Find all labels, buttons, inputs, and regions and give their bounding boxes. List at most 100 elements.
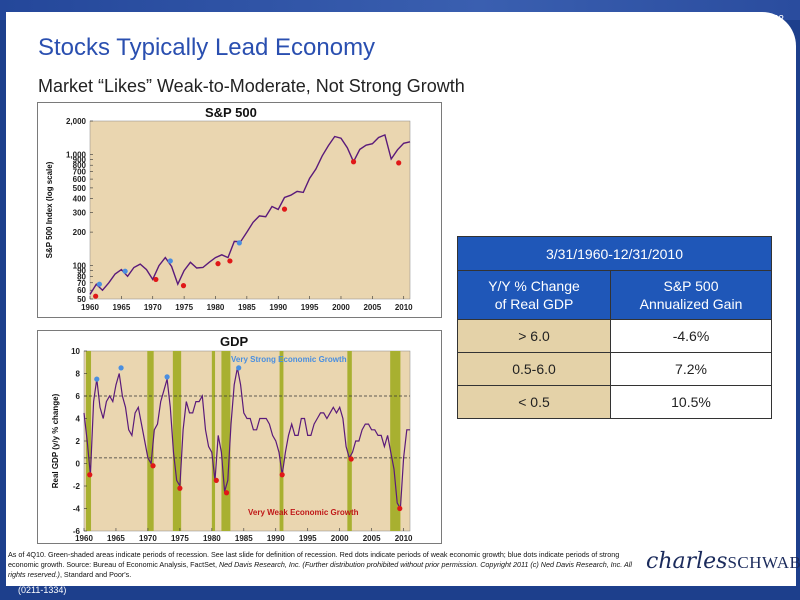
y-tick-label: 800 bbox=[73, 161, 87, 170]
slide-code: (0211-1334) bbox=[18, 585, 67, 595]
x-tick-label: 2005 bbox=[363, 303, 381, 312]
recession-band bbox=[347, 351, 352, 531]
table-row: 0.5-6.0 7.2% bbox=[457, 352, 772, 386]
x-tick-label: 1970 bbox=[139, 534, 157, 543]
strong-growth-dot bbox=[167, 258, 173, 264]
y-tick-label: 6 bbox=[76, 392, 81, 401]
slide-number: 42 bbox=[772, 14, 784, 25]
table-col-gdp-header: Y/Y % Change of Real GDP bbox=[457, 270, 611, 320]
x-tick-label: 1995 bbox=[301, 303, 319, 312]
gdp-chart-title: GDP bbox=[220, 334, 249, 349]
annotation-strong-growth: Very Strong Economic Growth bbox=[231, 355, 347, 364]
weak-growth-dot bbox=[93, 293, 99, 299]
recession-band bbox=[221, 351, 231, 531]
table-cell-gdp: < 0.5 bbox=[457, 385, 611, 419]
weak-growth-dot bbox=[153, 276, 159, 283]
y-tick-label: 500 bbox=[73, 184, 87, 193]
table-row: < 0.5 10.5% bbox=[457, 385, 772, 419]
x-tick-label: 1990 bbox=[269, 303, 287, 312]
strong-growth-dot bbox=[236, 365, 242, 371]
strong-growth-dot bbox=[94, 376, 100, 382]
y-tick-label: 700 bbox=[73, 168, 87, 177]
weak-growth-dot bbox=[396, 160, 402, 166]
strong-growth-dot bbox=[118, 365, 124, 371]
x-tick-label: 1970 bbox=[144, 303, 162, 312]
recession-band bbox=[211, 351, 216, 531]
y-tick-label: 70 bbox=[77, 279, 86, 288]
x-tick-label: 1975 bbox=[175, 303, 193, 312]
y-axis-label: Real GDP (y/y % change) bbox=[51, 393, 60, 488]
annotation-weak-growth: Very Weak Economic Growth bbox=[248, 508, 359, 517]
x-tick-label: 1980 bbox=[203, 534, 221, 543]
y-tick-label: 2,000 bbox=[66, 117, 87, 126]
page-title: Stocks Typically Lead Economy bbox=[38, 34, 376, 61]
table-cell-gain: 10.5% bbox=[610, 385, 772, 419]
strong-growth-dot bbox=[96, 281, 103, 287]
y-tick-label: 50 bbox=[77, 295, 86, 304]
x-tick-label: 1960 bbox=[75, 534, 93, 543]
recession-band bbox=[172, 351, 182, 531]
x-tick-label: 2000 bbox=[331, 534, 349, 543]
y-tick-label: 4 bbox=[76, 415, 81, 424]
weak-growth-dot bbox=[281, 206, 288, 212]
x-tick-label: 1990 bbox=[267, 534, 285, 543]
x-tick-label: 1995 bbox=[299, 534, 317, 543]
y-tick-label: 2 bbox=[76, 437, 81, 446]
x-tick-label: 2010 bbox=[395, 534, 413, 543]
footnote: As of 4Q10. Green-shaded areas indicate … bbox=[8, 550, 632, 579]
gdp-line bbox=[83, 367, 410, 511]
x-tick-label: 1980 bbox=[207, 303, 225, 312]
gdp-chart-frame: GDP 10 8 6 4 2 0 -2 -4 -6 1960 1965 1970 1975 1980 198… bbox=[37, 330, 442, 544]
table-row: > 6.0 -4.6% bbox=[457, 319, 772, 353]
weak-growth-dot bbox=[87, 472, 93, 478]
schwab-logo: charlesSCHWAB bbox=[646, 549, 800, 574]
y-tick-label: 600 bbox=[73, 175, 87, 184]
x-tick-label: 1975 bbox=[171, 534, 189, 543]
weak-growth-dot bbox=[223, 490, 230, 496]
weak-growth-dot bbox=[350, 159, 357, 165]
y-axis-label: S&P 500 Index (log scale) bbox=[45, 161, 54, 258]
gdp-returns-table: 3/31/1960-12/31/2010 Y/Y % Change of Real… bbox=[457, 236, 772, 419]
table-cell-gain: -4.6% bbox=[610, 319, 772, 353]
y-tick-label: 90 bbox=[77, 267, 86, 276]
recession-band bbox=[85, 351, 92, 531]
x-tick-label: 2000 bbox=[332, 303, 350, 312]
strong-growth-dot bbox=[164, 374, 170, 380]
x-tick-label: 2010 bbox=[395, 303, 413, 312]
recession-band bbox=[390, 351, 401, 531]
y-tick-label: 200 bbox=[73, 228, 87, 237]
table-cell-gain: 7.2% bbox=[610, 352, 772, 386]
y-tick-label: -4 bbox=[73, 505, 81, 514]
x-tick-label: 2005 bbox=[363, 534, 381, 543]
x-tick-label: 1960 bbox=[81, 303, 99, 312]
recession-band bbox=[279, 351, 284, 531]
y-tick-label: 10 bbox=[71, 347, 80, 356]
weak-growth-dot bbox=[150, 463, 156, 469]
sp500-chart-title: S&P 500 bbox=[205, 105, 257, 120]
table-cell-gdp: 0.5-6.0 bbox=[457, 352, 611, 386]
strong-growth-dot bbox=[122, 268, 128, 274]
weak-growth-dot bbox=[213, 477, 219, 483]
recession-band bbox=[147, 351, 154, 531]
weak-growth-dot bbox=[279, 472, 285, 478]
weak-growth-dot bbox=[215, 261, 221, 267]
sp500-chart-frame: S&P 500 50 60 70 80 90 100 200 300 400 500 600 700 8… bbox=[37, 102, 442, 318]
table-cell-gdp: > 6.0 bbox=[457, 319, 611, 353]
x-tick-label: 1985 bbox=[235, 534, 253, 543]
plot-area bbox=[83, 350, 411, 532]
sp500-line bbox=[89, 133, 411, 295]
x-tick-label: 1985 bbox=[238, 303, 256, 312]
y-tick-label: 60 bbox=[77, 286, 86, 295]
page-subtitle: Market “Likes” Weak-to-Moderate, Not Str… bbox=[38, 76, 465, 96]
y-tick-label: 0 bbox=[76, 460, 81, 469]
y-tick-label: 80 bbox=[77, 272, 86, 281]
y-tick-label: -6 bbox=[73, 527, 81, 536]
y-tick-label: 8 bbox=[76, 370, 81, 379]
weak-growth-dot bbox=[397, 505, 403, 512]
x-tick-label: 1965 bbox=[107, 534, 125, 543]
x-tick-label: 1965 bbox=[112, 303, 130, 312]
y-tick-label: 100 bbox=[73, 262, 87, 271]
y-tick-label: 400 bbox=[73, 195, 87, 204]
y-tick-label: 300 bbox=[73, 209, 87, 218]
